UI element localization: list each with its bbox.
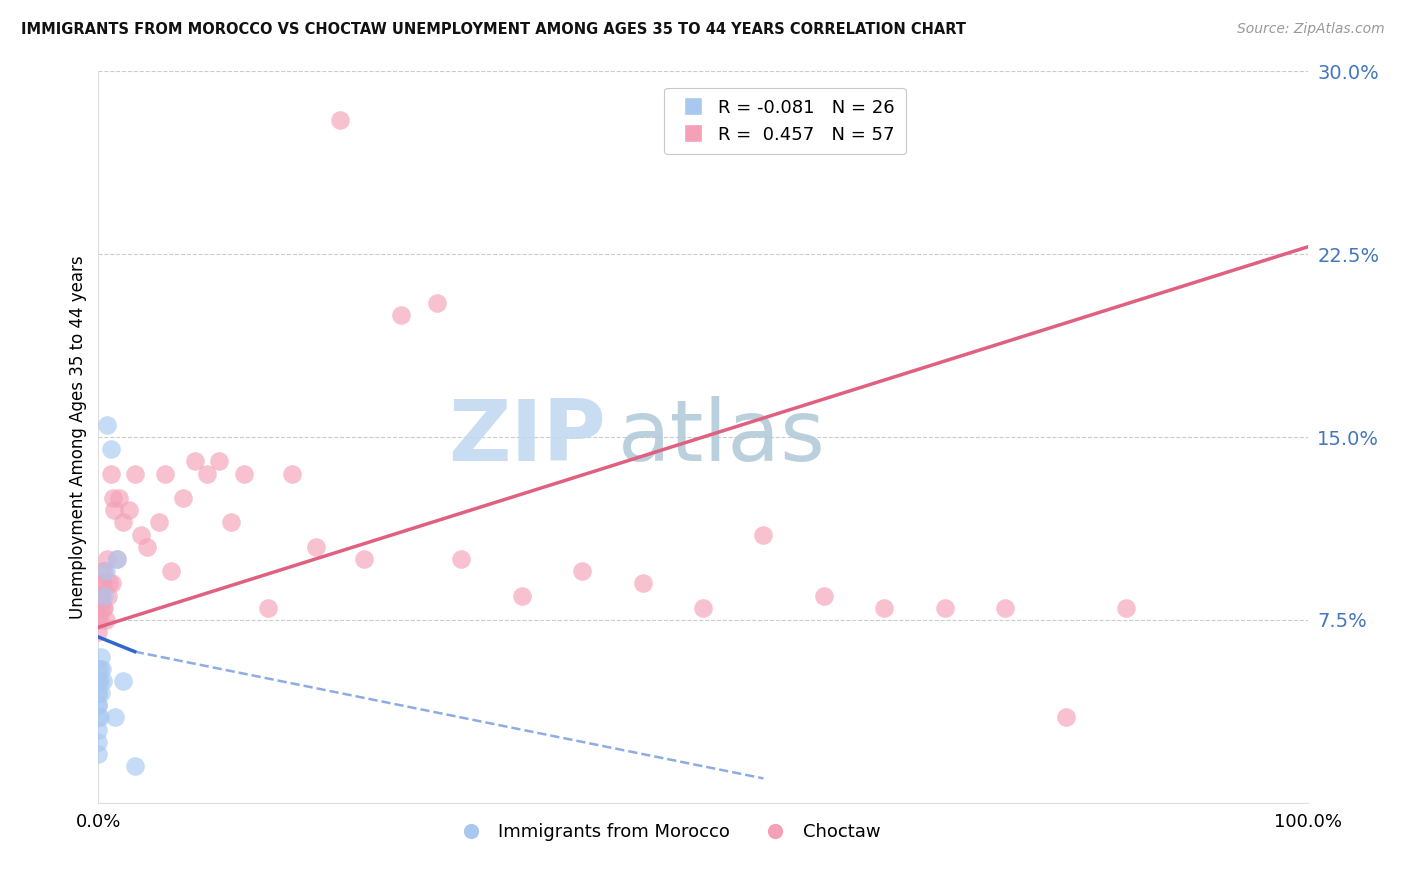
Point [389, 308, 412, 322]
Point [450, 552, 472, 566]
Text: Source: ZipAtlas.com: Source: ZipAtlas.com [1237, 22, 1385, 37]
Point [873, 600, 896, 615]
Point [90, 589, 112, 603]
Point [91, 673, 114, 688]
Point [89, 673, 111, 688]
Point [111, 673, 134, 688]
Point [813, 589, 835, 603]
Text: ZIP: ZIP [449, 395, 606, 479]
Point [89, 600, 111, 615]
Point [91, 576, 114, 591]
Point [104, 710, 127, 724]
Point [93, 600, 115, 615]
Point [111, 516, 134, 530]
Point [96, 552, 118, 566]
Point [90, 686, 112, 700]
Point [101, 491, 124, 505]
Text: IMMIGRANTS FROM MOROCCO VS CHOCTAW UNEMPLOYMENT AMONG AGES 35 TO 44 YEARS CORREL: IMMIGRANTS FROM MOROCCO VS CHOCTAW UNEMP… [21, 22, 966, 37]
Point [87, 662, 110, 676]
Point [87, 747, 110, 761]
Point [129, 527, 152, 541]
Point [98, 576, 121, 591]
Point [100, 442, 122, 457]
Point [87, 735, 110, 749]
Point [87, 613, 110, 627]
Point [934, 600, 956, 615]
Point [87, 710, 110, 724]
Point [100, 576, 122, 591]
Point [87, 600, 110, 615]
Point [105, 552, 128, 566]
Point [148, 516, 170, 530]
Point [124, 467, 146, 481]
Point [91, 662, 114, 676]
Point [692, 600, 714, 615]
Point [89, 710, 111, 724]
Point [281, 467, 304, 481]
Point [87, 723, 110, 737]
Point [87, 673, 110, 688]
Point [221, 516, 243, 530]
Point [103, 503, 125, 517]
Point [329, 113, 352, 128]
Point [90, 576, 112, 591]
Point [353, 552, 375, 566]
Point [195, 467, 218, 481]
Point [91, 589, 114, 603]
Point [94, 564, 117, 578]
Point [87, 686, 110, 700]
Point [208, 454, 231, 468]
Point [108, 491, 131, 505]
Point [631, 576, 654, 591]
Point [93, 564, 115, 578]
Point [93, 589, 115, 603]
Point [87, 698, 110, 713]
Point [87, 673, 110, 688]
Point [89, 589, 111, 603]
Point [153, 467, 176, 481]
Point [994, 600, 1017, 615]
Point [118, 503, 141, 517]
Point [172, 491, 194, 505]
Point [124, 759, 146, 773]
Point [105, 552, 128, 566]
Legend: Immigrants from Morocco, Choctaw: Immigrants from Morocco, Choctaw [446, 816, 887, 848]
Point [100, 467, 122, 481]
Point [90, 649, 112, 664]
Point [160, 564, 183, 578]
Y-axis label: Unemployment Among Ages 35 to 44 years: Unemployment Among Ages 35 to 44 years [69, 255, 87, 619]
Point [91, 600, 114, 615]
Point [305, 540, 328, 554]
Point [510, 589, 533, 603]
Point [87, 686, 110, 700]
Point [91, 564, 114, 578]
Point [184, 454, 207, 468]
Point [1115, 600, 1137, 615]
Point [97, 589, 120, 603]
Point [87, 698, 110, 713]
Point [94, 613, 117, 627]
Point [1054, 710, 1077, 724]
Text: atlas: atlas [619, 395, 827, 479]
Point [89, 662, 111, 676]
Point [752, 527, 775, 541]
Point [89, 613, 111, 627]
Point [135, 540, 157, 554]
Point [571, 564, 593, 578]
Point [256, 600, 278, 615]
Point [87, 625, 110, 640]
Point [96, 417, 118, 432]
Point [426, 296, 449, 310]
Point [232, 467, 254, 481]
